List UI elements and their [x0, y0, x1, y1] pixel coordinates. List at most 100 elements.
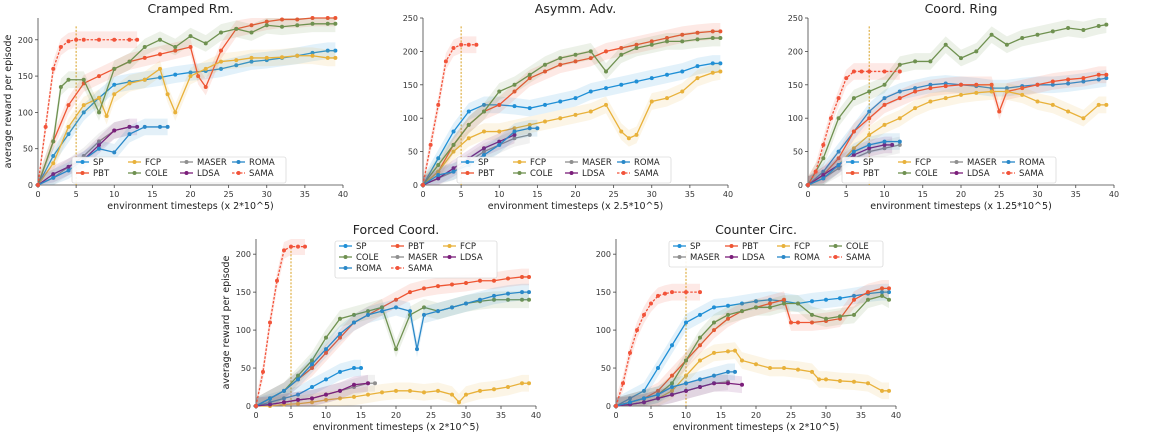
- panel-counter-circuit: Counter Circ. 0 5 10 15 20 25 30 35 40 0 50 100 150 20…: [596, 222, 901, 433]
- y-tick-label: 200: [788, 47, 803, 56]
- data-point: [740, 382, 744, 387]
- data-point: [280, 17, 284, 22]
- legend-label: COLE: [145, 169, 168, 179]
- legend-item-ldsa: LDSA: [565, 169, 605, 179]
- data-point: [310, 21, 315, 26]
- legend-marker: [954, 171, 959, 175]
- data-point: [497, 129, 502, 134]
- data-point: [325, 21, 330, 26]
- data-point: [740, 309, 744, 314]
- data-point: [527, 132, 532, 137]
- data-point: [219, 48, 223, 53]
- data-point: [112, 128, 117, 133]
- data-point: [913, 106, 918, 111]
- series-line: [37, 126, 168, 186]
- legend-item-sp: SP: [461, 158, 489, 168]
- data-point: [373, 381, 377, 386]
- data-point: [821, 142, 826, 147]
- legend-marker: [517, 160, 522, 164]
- data-point: [649, 76, 654, 81]
- data-point: [754, 299, 758, 304]
- data-point: [851, 152, 856, 157]
- data-point: [824, 377, 828, 382]
- data-point: [415, 347, 419, 352]
- x-tick-label: 0: [253, 411, 258, 420]
- data-point: [867, 149, 872, 154]
- series-band: [38, 47, 336, 185]
- data-point: [482, 129, 486, 134]
- data-point: [821, 176, 826, 181]
- x-tick-label: 10: [681, 411, 691, 420]
- data-point: [112, 92, 117, 97]
- data-point: [733, 348, 737, 353]
- series-sama: [614, 283, 702, 408]
- x-tick-label: 30: [1032, 190, 1042, 199]
- data-point: [880, 286, 884, 291]
- legend-label: SP: [356, 242, 367, 252]
- y-tick-label: 200: [18, 36, 33, 45]
- data-point: [203, 84, 208, 89]
- data-point: [173, 48, 178, 53]
- x-tick-label: 30: [821, 411, 831, 420]
- data-point: [310, 53, 315, 58]
- data-point: [436, 284, 440, 289]
- legend-label: LDSA: [967, 169, 990, 179]
- data-point: [887, 290, 891, 295]
- data-point: [836, 166, 841, 171]
- legend-marker: [729, 244, 734, 248]
- data-point: [264, 19, 269, 24]
- data-point: [512, 82, 517, 87]
- data-point: [619, 82, 624, 87]
- data-point: [352, 312, 356, 317]
- data-point: [203, 66, 208, 71]
- data-point: [451, 129, 456, 134]
- legend-label: COLE: [356, 253, 379, 263]
- y-tick-label: 150: [403, 81, 418, 90]
- legend-label: ROMA: [249, 158, 275, 168]
- data-point: [634, 132, 639, 137]
- data-point: [173, 110, 178, 115]
- series-line: [422, 70, 721, 186]
- x-tick-label: 30: [647, 190, 657, 199]
- legend-marker: [781, 244, 786, 248]
- legend-marker: [343, 266, 348, 270]
- data-point: [436, 162, 441, 167]
- series-ldsa: [614, 374, 744, 408]
- data-point: [422, 286, 426, 291]
- data-point: [394, 388, 398, 393]
- data-point: [867, 69, 872, 74]
- legend-item-pbt: PBT: [725, 242, 759, 252]
- data-point: [264, 23, 269, 28]
- data-point: [482, 109, 486, 114]
- data-point: [913, 86, 918, 91]
- legend-marker: [447, 244, 452, 248]
- data-point: [506, 291, 510, 296]
- data-point: [478, 297, 482, 302]
- legend-box: [71, 156, 287, 184]
- legend-item-fcp: FCP: [513, 158, 546, 168]
- data-point: [408, 388, 412, 393]
- data-point: [196, 74, 201, 79]
- data-point: [680, 39, 685, 44]
- legend-box: [668, 240, 884, 268]
- series-band: [38, 118, 138, 185]
- data-point: [135, 124, 140, 129]
- data-point: [234, 58, 239, 63]
- legend-marker: [781, 255, 786, 259]
- data-point: [768, 305, 772, 310]
- data-point: [275, 278, 279, 283]
- data-point: [158, 37, 162, 42]
- data-point: [859, 69, 864, 74]
- legend-item-roma: ROMA: [339, 264, 382, 274]
- series-sp: [421, 55, 723, 187]
- data-point: [712, 320, 716, 325]
- data-point: [1066, 26, 1071, 31]
- data-point: [366, 381, 370, 386]
- y-tick-label: 150: [596, 288, 611, 297]
- series-fcp: [421, 63, 723, 187]
- data-point: [619, 52, 624, 57]
- y-tick-label: 250: [788, 14, 803, 23]
- x-tick-label: 30: [262, 190, 272, 199]
- data-point: [684, 388, 688, 393]
